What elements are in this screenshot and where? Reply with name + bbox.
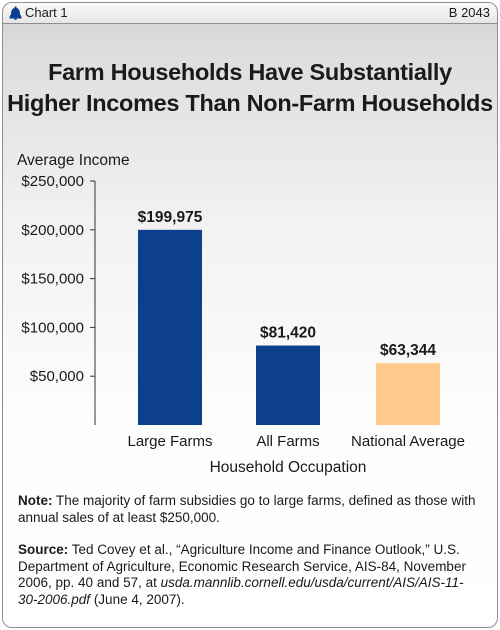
bar-chart: Average Income $50,000 $100,000 $150,000 $20… [17, 152, 465, 476]
chart-label: Chart 1 [9, 5, 68, 21]
y-tick-label: $200,000 [21, 222, 84, 239]
note-text: Note: The majority of farm subsidies go … [18, 493, 480, 526]
chart-title-line-2: Higher Incomes Than Non-Farm Households [7, 90, 493, 116]
chart-header-bar: Chart 1 B 2043 [3, 3, 497, 24]
x-tick-label: Large Farms [127, 433, 212, 450]
source-text: Source: Ted Covey et al., “Agriculture I… [18, 542, 480, 608]
source-body: Ted Covey et al., “Agriculture Income an… [18, 542, 466, 590]
liberty-bell-icon [9, 6, 22, 20]
chart-title-line-1: Farm Households Have Substantially [48, 59, 452, 85]
note-body: The majority of farm subsidies go to lar… [18, 493, 476, 525]
chart-title: Farm Households Have Substantially Highe… [3, 57, 497, 119]
source-label: Source: [18, 542, 69, 557]
bar-2 [256, 345, 320, 425]
source-url: usda.mannlib.cornell.edu/usda/current/AI… [18, 575, 464, 607]
bar-3 [376, 363, 440, 425]
chart-label-text: Chart 1 [25, 5, 68, 20]
y-tick-label: $250,000 [21, 173, 84, 190]
bar-1 [138, 229, 202, 425]
y-tick-label: $50,000 [30, 368, 84, 385]
y-axis-label: Average Income [17, 152, 130, 169]
source-date: (June 4, 2007). [90, 591, 185, 607]
bar-value-label: $199,975 [138, 209, 203, 226]
y-tick-label: $100,000 [21, 319, 84, 336]
bar-value-label: $63,344 [380, 342, 436, 359]
x-tick-label: National Average [351, 433, 465, 450]
note-label: Note: [18, 493, 53, 508]
chart-number: B 2043 [448, 5, 490, 20]
x-tick-label: All Farms [256, 433, 319, 450]
y-tick-label: $150,000 [21, 271, 84, 288]
bar-value-label: $81,420 [260, 325, 316, 342]
x-axis-label: Household Occupation [210, 459, 367, 476]
